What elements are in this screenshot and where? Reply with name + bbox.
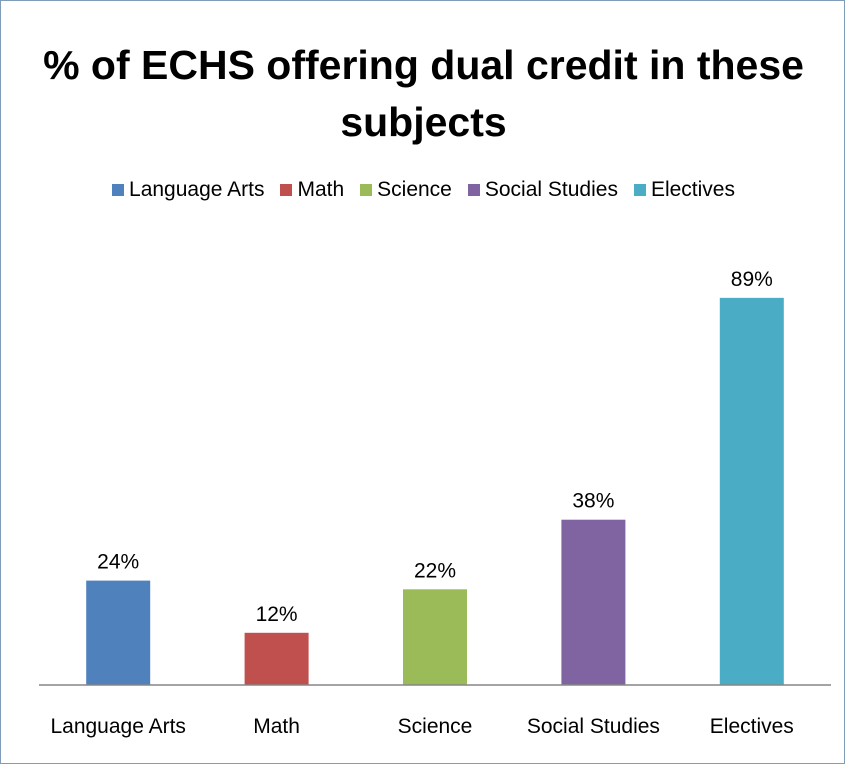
legend-item: Social Studies [467,178,618,202]
data-label: 38% [572,490,614,513]
x-tick-label: Electives [710,715,794,738]
x-tick-label: Math [253,715,300,738]
bar [719,297,784,685]
legend-label: Science [377,178,452,201]
bar [561,519,626,685]
data-label: 89% [731,268,773,291]
bar [244,632,309,685]
bar [86,580,151,685]
bar [403,589,467,685]
legend-label: Math [297,178,345,201]
data-label: 24% [97,551,139,574]
x-tick-label: Social Studies [527,715,660,738]
x-tick-label: Science [398,715,473,738]
legend-label: Electives [650,178,735,201]
legend-swatch [360,184,373,196]
legend-swatch [633,184,646,196]
legend-swatch [280,184,293,196]
legend-label: Language Arts [129,178,265,201]
legend-item: Language Arts [112,178,264,202]
chart-title: % of ECHS offering dual credit in these … [43,42,804,145]
legend-item: Math [280,178,344,202]
x-tick-label: Language Arts [50,715,185,738]
data-label: 12% [256,603,298,626]
legend-swatch [112,184,125,196]
legend-swatch [467,184,480,196]
data-label: 22% [414,559,456,582]
legend-item: Science [360,178,452,202]
legend-label: Social Studies [484,178,618,201]
chart-legend: Language Arts Math Science Social Studies El… [1,177,845,203]
legend-item: Electives [633,178,735,202]
